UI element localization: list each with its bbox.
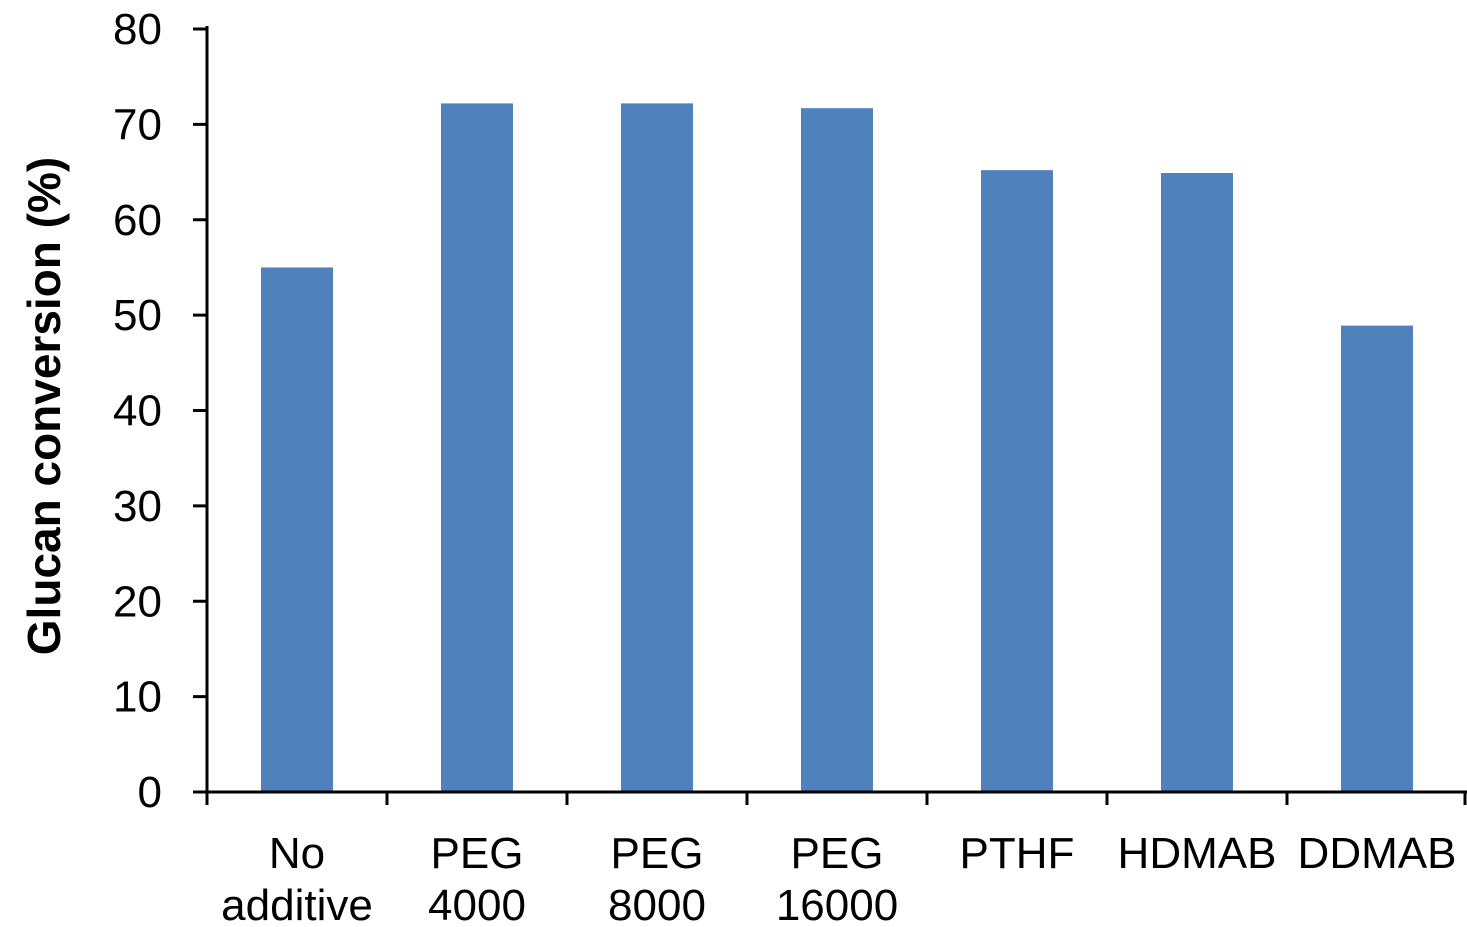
x-category-label: No additive bbox=[221, 829, 373, 927]
y-tick-label: 50 bbox=[113, 291, 162, 340]
bar-4 bbox=[981, 170, 1053, 792]
bar-6 bbox=[1341, 325, 1413, 792]
x-category-label: PEG 8000 bbox=[608, 829, 706, 927]
x-category-labels: No additive PEG 4000 PEG 8000 PEG 16000 PTHF HDMA… bbox=[221, 829, 1456, 927]
bar-3 bbox=[801, 108, 873, 792]
y-tick-label: 10 bbox=[113, 673, 162, 722]
x-category-label: HDMAB bbox=[1118, 829, 1277, 878]
bars bbox=[261, 103, 1413, 793]
bar-2 bbox=[621, 103, 693, 792]
x-category-label: PEG 4000 bbox=[428, 829, 526, 927]
y-tick-label: 40 bbox=[113, 387, 162, 436]
y-tick-label: 60 bbox=[113, 196, 162, 245]
y-ticks: 0 10 20 30 40 50 60 70 80 bbox=[113, 5, 207, 817]
y-axis-title: Glucan conversion (%) bbox=[18, 157, 70, 655]
bar-5 bbox=[1161, 173, 1233, 793]
y-axis-title-group: Glucan conversion (%) bbox=[18, 157, 70, 655]
x-category-label: PEG 16000 bbox=[776, 829, 898, 927]
bar-1 bbox=[441, 103, 513, 792]
x-category-label: DDMAB bbox=[1298, 829, 1457, 878]
bar-0 bbox=[261, 267, 333, 792]
y-tick-label: 70 bbox=[113, 100, 162, 149]
y-tick-label: 80 bbox=[113, 5, 162, 54]
y-tick-label: 20 bbox=[113, 577, 162, 626]
x-category-label: PTHF bbox=[960, 829, 1075, 878]
y-tick-label: 30 bbox=[113, 482, 162, 531]
y-tick-label: 0 bbox=[138, 768, 162, 817]
